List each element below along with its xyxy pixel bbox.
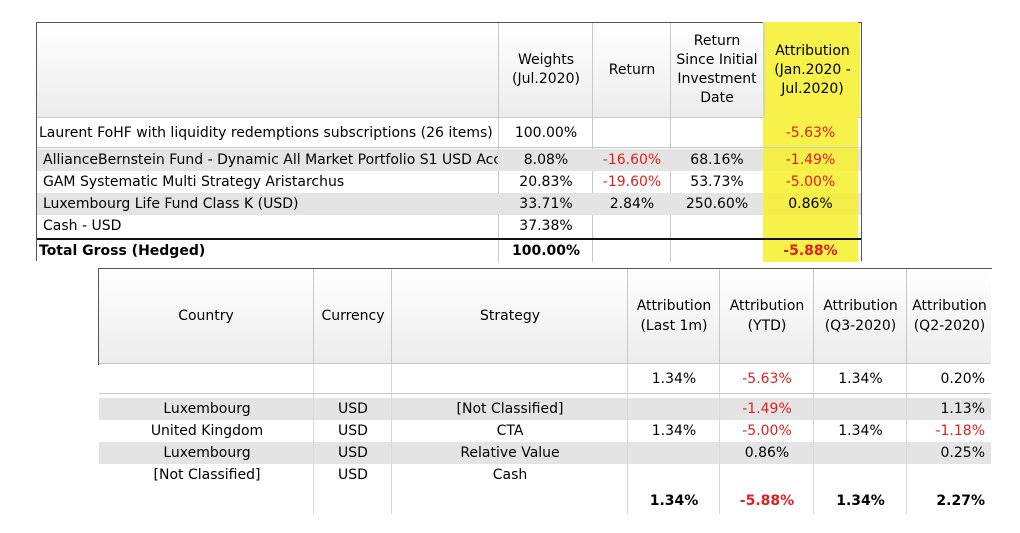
total-ytd: -5.88% [739, 493, 795, 509]
table-row[interactable]: AllianceBernstein Fund - Dynamic All Mar… [37, 149, 861, 171]
table-row[interactable]: United Kingdom USD CTA 1.34% -5.00% 1.34… [99, 420, 991, 442]
table-row[interactable]: Luxembourg USD [Not Classified] -1.49% 1… [99, 398, 991, 420]
row-ytd: -1.49% [742, 401, 792, 417]
row-q2: -1.18% [935, 423, 985, 439]
total-label: Total Gross (Hedged) [39, 243, 206, 259]
row-currency: USD [338, 445, 368, 461]
fund-return-since: 250.60% [685, 196, 749, 212]
summary-row[interactable]: 1.34% -5.63% 1.34% 0.20% [99, 364, 991, 394]
header-attribution[interactable]: Attribution (Jan.2020 - Jul.2020) [763, 23, 860, 117]
row-currency: USD [338, 423, 368, 439]
row-last1m [628, 442, 720, 464]
total-q3: 1.34% [836, 493, 885, 509]
row-q3 [814, 398, 907, 420]
portfolio-row[interactable]: Laurent FoHF with liquidity redemptions … [37, 118, 861, 148]
header-return[interactable]: Return [592, 23, 671, 117]
total-attribution: -5.88% [783, 243, 838, 259]
fund-return: -19.60% [602, 174, 662, 190]
row-country: [Not Classified] [153, 467, 261, 483]
fund-name: AllianceBernstein Fund - Dynamic All Mar… [43, 152, 498, 168]
table-row[interactable]: Cash - USD 37.38% [37, 215, 861, 237]
fund-name: GAM Systematic Multi Strategy Aristarchu… [43, 174, 345, 190]
fund-weight: 20.83% [519, 174, 573, 190]
header-weights[interactable]: Weights (Jul.2020) [498, 23, 593, 117]
row-currency: USD [338, 467, 368, 483]
fund-attribution: -5.00% [785, 174, 836, 190]
header-attribution-q3[interactable]: Attribution (Q3-2020) [813, 269, 907, 363]
fund-weight: 33.71% [519, 196, 573, 212]
fund-return-since: 53.73% [690, 174, 744, 190]
fund-return: -16.60% [602, 152, 662, 168]
header-strategy[interactable]: Strategy [391, 269, 628, 363]
portfolio-attribution: -5.63% [785, 125, 836, 141]
header-attribution-ytd[interactable]: Attribution (YTD) [719, 269, 814, 363]
portfolio-weight: 100.00% [514, 125, 578, 141]
total-row[interactable]: 1.34% -5.88% 1.34% 2.27% [99, 490, 991, 512]
header-currency[interactable]: Currency [313, 269, 392, 363]
summary-q3: 1.34% [838, 371, 883, 387]
fund-weight: 8.08% [523, 152, 569, 168]
fund-return-since: 68.16% [690, 152, 744, 168]
header-name[interactable] [37, 23, 498, 117]
row-q3 [814, 442, 907, 464]
summary-last1m: 1.34% [651, 371, 697, 387]
fund-name: Luxembourg Life Fund Class K (USD) [43, 196, 299, 212]
row-country: United Kingdom [150, 423, 264, 439]
summary-q2: 0.20% [940, 371, 985, 387]
header-return-since[interactable]: Return Since Initial Investment Date [670, 23, 763, 117]
row-q2: 1.13% [940, 401, 985, 417]
fund-return: 2.84% [609, 196, 655, 212]
row-q2: 0.25% [940, 445, 985, 461]
table-row[interactable]: Luxembourg Life Fund Class K (USD) 33.71… [37, 193, 861, 215]
table-row[interactable]: Luxembourg USD Relative Value 0.86% 0.25… [99, 442, 991, 464]
fund-attribution: -1.49% [763, 149, 858, 171]
row-country: Luxembourg [163, 445, 251, 461]
row-strategy: Cash [492, 467, 528, 483]
row-q3: 1.34% [838, 423, 883, 439]
row-strategy: CTA [496, 423, 524, 439]
row-country: Luxembourg [163, 401, 251, 417]
row-ytd: 0.86% [744, 445, 790, 461]
header-attribution-last1m[interactable]: Attribution (Last 1m) [627, 269, 720, 363]
fund-name: Cash - USD [43, 218, 122, 234]
total-row[interactable]: Total Gross (Hedged) 100.00% -5.88% [37, 240, 861, 262]
header-attribution-q2[interactable]: Attribution (Q2-2020) [906, 269, 992, 363]
fund-attribution-table: Attribution (Jan.2020 - Jul.2020) Weight… [36, 22, 862, 262]
total-weight: 100.00% [511, 243, 581, 259]
country-strategy-attribution-table: Country Currency Strategy Attribution (L… [98, 268, 992, 518]
row-currency: USD [338, 401, 368, 417]
table-row[interactable]: GAM Systematic Multi Strategy Aristarchu… [37, 171, 861, 193]
fund-attribution: 0.86% [763, 193, 858, 215]
header-country[interactable]: Country [178, 308, 234, 324]
table-header [37, 23, 861, 118]
row-strategy: [Not Classified] [456, 401, 564, 417]
fund-weight: 37.38% [519, 218, 573, 234]
row-last1m [628, 398, 720, 420]
summary-ytd: -5.63% [742, 371, 792, 387]
total-last1m: 1.34% [649, 493, 699, 509]
row-ytd: -5.00% [742, 423, 792, 439]
row-last1m: 1.34% [651, 423, 697, 439]
table-row[interactable]: [Not Classified] USD Cash [99, 464, 991, 486]
total-q2: 2.27% [936, 493, 985, 509]
table-header [99, 269, 991, 364]
row-strategy: Relative Value [460, 445, 560, 461]
portfolio-name: Laurent FoHF with liquidity redemptions … [39, 125, 493, 141]
